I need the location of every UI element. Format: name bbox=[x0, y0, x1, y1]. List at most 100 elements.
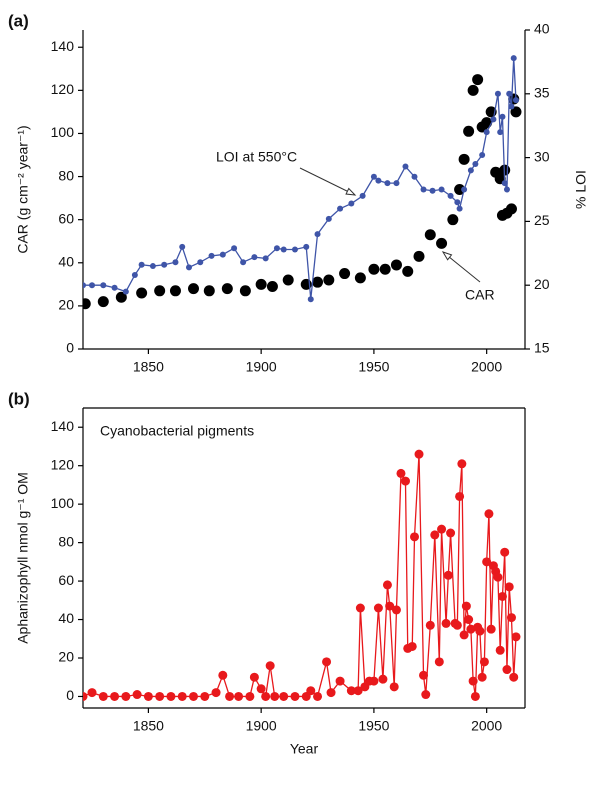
data-point bbox=[261, 691, 271, 701]
data-point bbox=[384, 180, 391, 187]
y-tick-label: 40 bbox=[58, 610, 74, 626]
panel-label: (b) bbox=[8, 389, 30, 408]
data-point bbox=[512, 97, 519, 104]
data-point bbox=[501, 180, 508, 187]
data-point bbox=[396, 468, 406, 478]
data-point bbox=[482, 557, 492, 567]
x-tick-label: 2000 bbox=[471, 359, 502, 375]
data-point bbox=[280, 246, 287, 253]
data-point bbox=[225, 691, 235, 701]
data-point bbox=[429, 187, 436, 194]
data-point bbox=[262, 255, 269, 262]
data-point bbox=[89, 282, 96, 289]
data-point bbox=[509, 672, 519, 682]
data-point bbox=[359, 192, 366, 199]
data-point bbox=[424, 229, 436, 241]
data-point bbox=[282, 274, 294, 286]
data-point bbox=[373, 603, 383, 613]
data-point bbox=[270, 691, 280, 701]
y-tick-label: 80 bbox=[58, 167, 74, 183]
data-point bbox=[468, 676, 478, 686]
y-tick-label: 120 bbox=[51, 456, 75, 472]
data-point bbox=[472, 160, 479, 167]
data-point bbox=[185, 264, 192, 271]
data-point bbox=[368, 263, 380, 275]
data-point bbox=[438, 186, 445, 193]
data-point bbox=[211, 688, 221, 698]
data-point bbox=[245, 691, 255, 701]
data-point bbox=[149, 263, 156, 270]
data-point bbox=[499, 113, 506, 120]
data-point bbox=[500, 547, 510, 557]
data-point bbox=[497, 129, 504, 136]
data-point bbox=[83, 282, 86, 289]
data-point bbox=[511, 632, 521, 642]
data-point bbox=[177, 691, 187, 701]
data-point bbox=[459, 630, 469, 640]
data-point bbox=[369, 676, 379, 686]
data-point bbox=[115, 291, 127, 303]
data-point bbox=[83, 691, 88, 701]
data-point bbox=[503, 186, 510, 193]
data-point bbox=[83, 298, 91, 310]
data-point bbox=[307, 296, 314, 303]
series-label: CAR bbox=[465, 287, 495, 303]
y-axis-label: Aphanizophyll nmol g⁻¹ OM bbox=[15, 472, 31, 644]
x-tick-label: 1900 bbox=[246, 718, 277, 734]
data-point bbox=[266, 280, 278, 292]
data-point bbox=[251, 254, 258, 261]
y2-tick-label: 35 bbox=[534, 85, 550, 101]
data-point bbox=[434, 657, 444, 667]
y-tick-label: 60 bbox=[58, 210, 74, 226]
data-point bbox=[326, 688, 336, 698]
data-point bbox=[378, 674, 388, 684]
arrow-head bbox=[345, 187, 357, 196]
data-point bbox=[346, 686, 356, 696]
data-point bbox=[131, 271, 138, 278]
data-point bbox=[379, 263, 391, 275]
data-point bbox=[188, 283, 199, 295]
data-point bbox=[430, 530, 440, 540]
data-point bbox=[510, 55, 517, 62]
data-point bbox=[411, 173, 418, 180]
data-point bbox=[452, 620, 462, 630]
data-point bbox=[458, 153, 470, 165]
data-point bbox=[382, 580, 392, 590]
series-line bbox=[83, 58, 517, 300]
data-point bbox=[447, 214, 459, 226]
data-point bbox=[136, 287, 148, 299]
data-point bbox=[138, 261, 145, 268]
plot bbox=[83, 55, 522, 310]
data-point bbox=[279, 691, 289, 701]
x-axis-label: Year bbox=[290, 741, 319, 757]
panel-label: (a) bbox=[8, 11, 29, 30]
data-point bbox=[249, 672, 259, 682]
y2-tick-label: 25 bbox=[534, 212, 550, 228]
data-point bbox=[306, 686, 316, 696]
data-point bbox=[470, 691, 480, 701]
data-point bbox=[390, 259, 402, 271]
data-point bbox=[466, 624, 476, 634]
data-point bbox=[457, 459, 467, 469]
data-point bbox=[98, 691, 108, 701]
y-tick-label: 80 bbox=[58, 533, 74, 549]
data-point bbox=[495, 645, 505, 655]
data-point bbox=[454, 184, 466, 195]
data-point bbox=[472, 74, 484, 86]
data-point bbox=[155, 691, 165, 701]
y2-axis-label: % LOI bbox=[573, 170, 589, 209]
y-tick-label: 20 bbox=[58, 297, 74, 313]
x-tick-label: 1950 bbox=[358, 359, 389, 375]
series-label: Cyanobacterial pigments bbox=[100, 423, 254, 439]
data-point bbox=[375, 177, 382, 184]
data-point bbox=[325, 215, 332, 222]
data-point bbox=[256, 684, 266, 694]
x-tick-label: 1850 bbox=[133, 718, 164, 734]
data-point bbox=[402, 163, 409, 170]
data-point bbox=[121, 691, 131, 701]
y-tick-label: 140 bbox=[51, 38, 75, 54]
data-point bbox=[508, 103, 515, 110]
y-tick-label: 100 bbox=[51, 495, 75, 511]
data-point bbox=[486, 624, 496, 634]
data-point bbox=[265, 661, 275, 671]
